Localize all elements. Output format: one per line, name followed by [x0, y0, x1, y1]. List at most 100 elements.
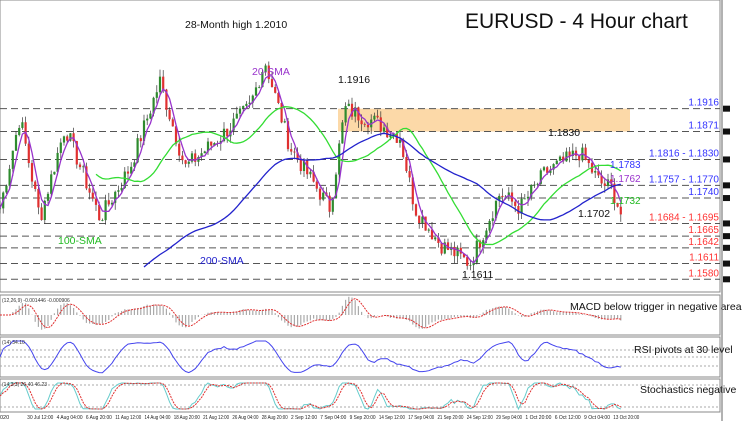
candle-body [312, 171, 315, 182]
sma100-value: 1.1732 [610, 196, 641, 207]
candle-body [382, 127, 386, 132]
x-tick-label: 6 Oct 12:00 [555, 415, 581, 421]
candle-body [142, 120, 146, 142]
candle-body [261, 71, 264, 88]
candle-body [408, 171, 411, 178]
candle-body [322, 192, 325, 200]
candle-body [82, 166, 85, 168]
annotation-1611: 1.1611 [462, 269, 493, 281]
candle-body [222, 128, 226, 141]
candle-body [536, 183, 539, 185]
sma-20-line [0, 75, 622, 264]
candle-body [523, 198, 526, 200]
x-tick-label: 26 Aug 04:00 [232, 415, 258, 421]
candle-body [373, 115, 376, 120]
candle-body [258, 87, 261, 88]
candle-body [485, 230, 488, 241]
macd-signal-line [0, 298, 621, 329]
annotation-1830: 1.1830 [548, 127, 580, 139]
candle-body [555, 160, 558, 165]
candle-body [226, 128, 229, 137]
candle-body [136, 138, 139, 163]
candle-body [104, 200, 107, 221]
stoch-k-line [0, 382, 621, 411]
level-label: 1.1580 [688, 268, 719, 279]
candle-body [546, 167, 549, 173]
price-axis-marker [723, 128, 730, 135]
x-tick-label: 18 Aug 20:00 [174, 415, 200, 421]
candle-body [434, 237, 437, 240]
x-tick-label: 9 Oct 04:00 [584, 415, 610, 421]
candle-body [488, 220, 491, 231]
candle-body [453, 246, 456, 257]
candle-body [162, 76, 165, 90]
candle-body [184, 160, 187, 164]
candle-body [270, 79, 274, 88]
candle-body [514, 201, 517, 206]
candle-body [530, 185, 533, 197]
x-tick-label: 020 [0, 415, 9, 421]
candle-body [27, 143, 30, 164]
candle-body [299, 159, 302, 172]
candle-body [414, 204, 418, 216]
candle-body [152, 97, 155, 114]
candle-body [603, 183, 606, 186]
candle-body [315, 181, 318, 189]
candle-body [616, 202, 619, 207]
annotation-1916: 1.1916 [338, 74, 370, 86]
candle-body [197, 157, 200, 162]
candle-body [517, 205, 520, 214]
x-tick-label: 7 Sep 04:00 [320, 415, 346, 421]
x-tick-label: 17 Sep 04:00 [408, 415, 434, 421]
candle-body [494, 200, 498, 219]
candle-body [213, 143, 216, 146]
candle-body [254, 87, 258, 96]
candle-body [619, 206, 622, 215]
candle-body [424, 216, 427, 231]
rsi-line [0, 340, 621, 374]
label-20-sma: 20-SMA [252, 66, 290, 78]
candle-body [130, 166, 133, 174]
candle-body [402, 139, 405, 158]
candle-body [101, 220, 104, 221]
candle-body [171, 119, 174, 127]
candle-body [40, 207, 43, 221]
sma-200-line [143, 132, 621, 268]
resistance-zone [338, 108, 630, 132]
macd-comment: MACD below trigger in negative area [570, 301, 742, 313]
chart-title: EURUSD - 4 Hour chart [465, 10, 688, 33]
candle-body [405, 157, 408, 172]
candle-body [56, 152, 59, 172]
candle-body [178, 143, 181, 156]
x-tick-label: 30 Jul 12:00 [27, 415, 53, 421]
macd-header: (12,26,9) -0.001446 -0.000906 [2, 298, 70, 304]
candle-body [210, 141, 213, 146]
candle-body [610, 179, 613, 184]
candle-body [219, 140, 222, 144]
x-tick-label: 14 Aug 04:00 [145, 415, 171, 421]
candle-body [126, 171, 130, 174]
x-tick-label: 29 Sep 04:00 [496, 415, 522, 421]
candle-body [149, 113, 152, 119]
candle-body [37, 188, 40, 208]
candle-body [283, 121, 286, 123]
candle-body [75, 141, 78, 165]
level-label: 1.1684 - 1.1695 [649, 212, 719, 223]
candle-body [203, 151, 206, 154]
rsi-header: (14) 34.10 [2, 340, 25, 346]
candle-body [235, 113, 238, 119]
annotation-high: 28-Month high 1.2010 [185, 19, 287, 31]
candle-body [354, 107, 357, 117]
rsi-comment: RSI pivots at 30 level [634, 344, 733, 356]
price-axis-marker [723, 276, 730, 283]
candle-body [533, 184, 536, 186]
candle-body [114, 191, 117, 203]
price-axis-marker [723, 244, 730, 251]
candle-body [597, 171, 600, 176]
candle-body [264, 65, 267, 72]
candle-body [341, 122, 344, 144]
x-tick-label: 28 Aug 20:00 [262, 415, 288, 421]
candle-body [469, 265, 472, 266]
candle-body [190, 153, 194, 162]
